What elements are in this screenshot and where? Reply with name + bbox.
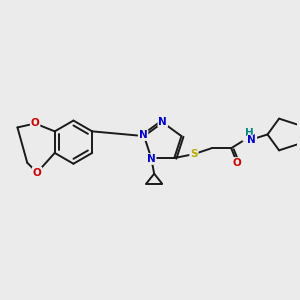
Text: O: O xyxy=(31,118,40,128)
Text: H: H xyxy=(244,128,252,137)
Text: N: N xyxy=(158,116,167,127)
Text: N: N xyxy=(248,135,256,146)
Text: N: N xyxy=(147,154,156,164)
Text: S: S xyxy=(190,149,198,159)
Text: H: H xyxy=(243,132,251,141)
Text: H: H xyxy=(244,128,253,139)
Text: O: O xyxy=(33,168,41,178)
Text: N: N xyxy=(248,134,256,144)
Text: O: O xyxy=(233,158,242,168)
Text: N: N xyxy=(139,130,148,140)
